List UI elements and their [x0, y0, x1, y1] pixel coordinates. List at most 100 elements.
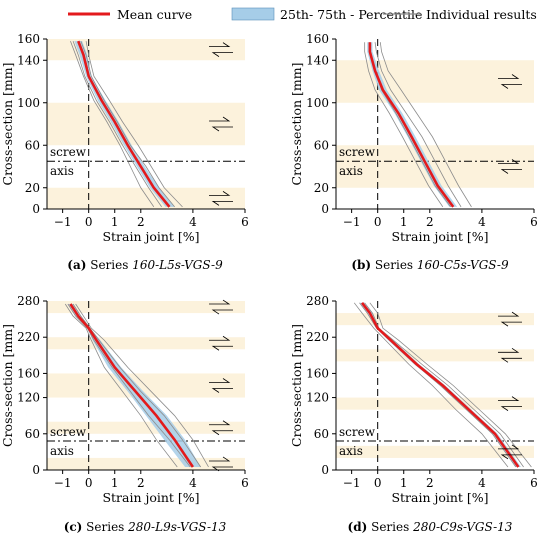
caption-series: 280-C9s-VGS-13 — [412, 520, 513, 534]
x-tick-label: 6 — [241, 476, 249, 490]
y-tick-label: 0 — [321, 463, 329, 477]
mean-curve-line — [69, 303, 194, 468]
y-tick-label: 220 — [17, 330, 40, 344]
y-tick-label: 100 — [306, 96, 329, 110]
x-tick-label: 6 — [530, 215, 538, 229]
legend-label: Mean curve — [117, 7, 192, 22]
y-axis-title: Cross-section [mm] — [0, 324, 15, 447]
shear-arrow-top — [498, 159, 520, 164]
individual-result-line — [374, 42, 462, 208]
individual-result-line — [64, 303, 178, 468]
axis-label: axis — [339, 164, 363, 178]
shear-arrow-top — [498, 311, 520, 317]
shear-arrow-bottom — [211, 430, 233, 436]
layer-band — [336, 445, 534, 458]
axis-label: axis — [50, 164, 74, 178]
legend-label: Individual results — [426, 7, 537, 22]
shear-arrow-icon — [209, 42, 233, 57]
y-tick-label: 160 — [306, 32, 329, 46]
caption-prefix: (c) — [64, 520, 83, 534]
shear-arrow-bottom — [500, 406, 522, 411]
shear-arrow-bottom — [500, 454, 522, 460]
x-tick-label: 0 — [374, 215, 382, 229]
shear-arrow-icon — [498, 347, 522, 363]
screw-label: screw — [339, 145, 376, 159]
mean-curve-line — [361, 302, 520, 468]
x-tick-label: 4 — [478, 476, 486, 490]
x-tick-label: 0 — [374, 476, 382, 490]
x-axis-title: Strain joint [%] — [102, 229, 199, 244]
shear-arrow-top — [498, 396, 520, 402]
individual-result-line — [72, 40, 162, 208]
individual-result-line — [67, 303, 191, 468]
shear-arrow-bottom — [211, 200, 233, 206]
shear-arrow-icon — [498, 74, 522, 89]
shear-arrow-bottom — [211, 309, 233, 315]
shear-arrow-top — [209, 335, 231, 341]
y-tick-label: 120 — [306, 391, 329, 405]
screw-label: screw — [50, 425, 87, 439]
shear-arrow-bottom — [500, 357, 522, 363]
y-tick-label: 120 — [17, 391, 40, 405]
legend-swatch-band — [231, 7, 275, 21]
individual-result-line — [353, 302, 509, 468]
legend: Mean curve 25th- 75th - Percentile Individ… — [68, 7, 537, 22]
screw-label: screw — [339, 425, 376, 439]
axis-label: axis — [339, 444, 363, 458]
shear-arrow-icon — [209, 299, 233, 315]
caption-text: Series — [367, 520, 413, 534]
shear-arrow-bottom — [211, 345, 233, 351]
caption-series: 280-L9s-VGS-13 — [127, 520, 227, 534]
layer-band — [336, 349, 534, 362]
y-tick-label: 100 — [17, 96, 40, 110]
shear-arrow-top — [209, 378, 231, 383]
y-tick-label: 280 — [306, 294, 329, 308]
layer-band — [47, 373, 245, 398]
x-tick-label: 2 — [137, 215, 145, 229]
shear-arrow-top — [498, 444, 520, 450]
layer-band — [47, 301, 245, 314]
shear-arrow-icon — [209, 378, 233, 393]
y-tick-label: 160 — [17, 366, 40, 380]
screw-label: screw — [50, 145, 87, 159]
y-tick-label: 0 — [32, 202, 40, 216]
x-tick-label: 4 — [189, 476, 197, 490]
panel-caption: (a) Series 160-L5s-VGS-9 — [67, 258, 223, 272]
individual-result-line — [369, 302, 532, 468]
caption-text: Series — [82, 520, 128, 534]
y-axis-title: Cross-section [mm] — [289, 324, 304, 447]
caption-prefix: (b) — [351, 258, 371, 272]
caption-prefix: (a) — [67, 258, 86, 272]
layer-band — [47, 39, 245, 61]
individual-result-line — [75, 303, 209, 468]
y-tick-label: 0 — [32, 463, 40, 477]
mean-curve-line — [368, 42, 455, 208]
x-tick-label: 4 — [478, 215, 486, 229]
shear-arrow-top — [209, 456, 231, 462]
layer-band — [47, 187, 245, 209]
x-tick-label: −1 — [54, 476, 72, 490]
y-tick-label: 60 — [314, 138, 329, 152]
x-tick-label: 1 — [111, 476, 119, 490]
y-tick-label: 220 — [306, 330, 329, 344]
caption-series: 160-C5s-VGS-9 — [417, 258, 509, 272]
shear-arrow-icon — [209, 191, 233, 206]
caption-text: Series — [371, 258, 417, 272]
shear-arrow-icon — [209, 420, 233, 436]
y-tick-label: 160 — [17, 32, 40, 46]
shear-arrow-icon — [209, 116, 233, 132]
caption-series: 160-L5s-VGS-9 — [132, 258, 223, 272]
shear-arrow-icon — [498, 159, 522, 174]
shear-arrow-bottom — [500, 321, 522, 327]
y-tick-label: 20 — [314, 181, 329, 195]
axis-label: axis — [50, 444, 74, 458]
y-tick-label: 0 — [321, 202, 329, 216]
x-axis-title: Strain joint [%] — [391, 490, 488, 505]
x-tick-label: −1 — [54, 215, 72, 229]
individual-result-line — [364, 42, 444, 208]
y-tick-label: 280 — [17, 294, 40, 308]
